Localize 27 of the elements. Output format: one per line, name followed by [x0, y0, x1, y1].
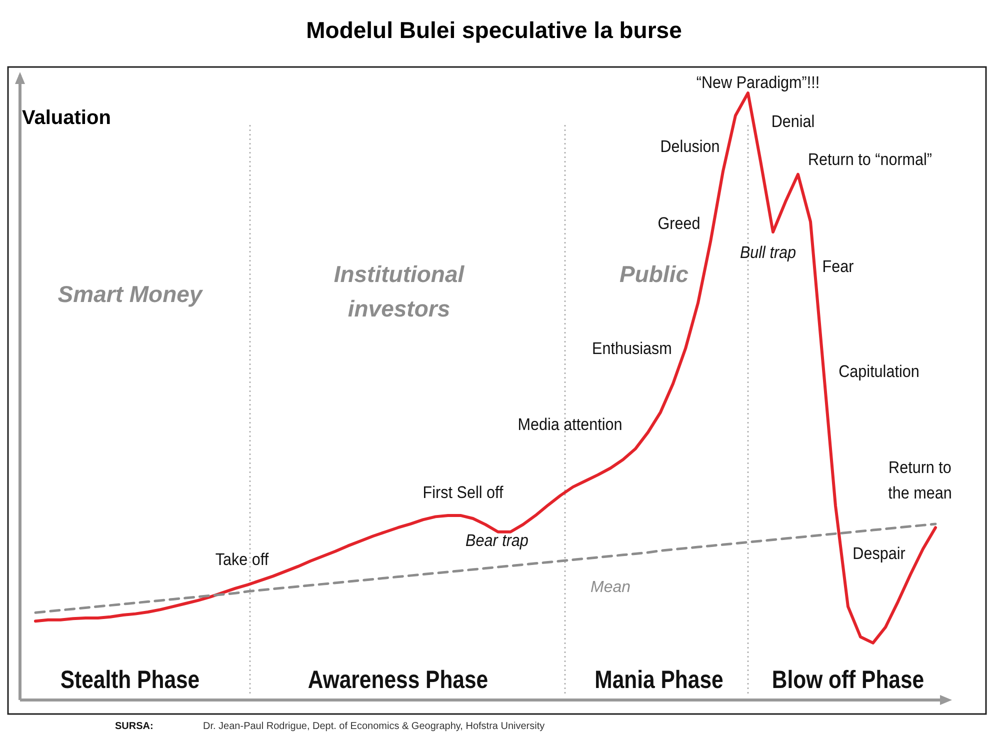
annotation: Mania Phase: [594, 665, 724, 694]
annotation: First Sell off: [422, 483, 504, 502]
annotation: Smart Money: [58, 281, 204, 307]
annotation: Despair: [852, 544, 906, 564]
annotation: Delusion: [660, 137, 720, 156]
chart-title: Modelul Bulei speculative la burse: [306, 17, 682, 43]
annotation: Greed: [658, 214, 700, 234]
annotation: Capitulation: [838, 362, 920, 382]
series-label: Mean: [590, 579, 631, 596]
annotation: Denial: [771, 112, 815, 132]
annotation: Take off: [215, 550, 270, 570]
annotation: Enthusiasm: [592, 339, 672, 358]
text: SURSA:: [115, 721, 154, 732]
annotation: Awareness Phase: [308, 665, 488, 694]
annotation: Bear trap: [466, 531, 528, 550]
annotation: Stealth Phase: [60, 665, 200, 694]
y-axis-title: Valuation: [22, 107, 111, 129]
text: Dr. Jean-Paul Rodrigue, Dept. of Economics & Geography, Hofstra University: [203, 721, 545, 732]
annotation: Blow off Phase: [772, 665, 924, 694]
annotation: Media attention: [518, 415, 622, 434]
annotation: Return to the mean: [888, 458, 952, 503]
annotation: Bull trap: [740, 243, 796, 262]
annotation: Return to “normal”: [808, 150, 932, 170]
text: “New Paradigm”!!!: [696, 73, 820, 92]
annotation: Public: [619, 261, 689, 287]
annotation: Institutional investors: [334, 261, 465, 322]
annotation: Fear: [822, 257, 854, 276]
